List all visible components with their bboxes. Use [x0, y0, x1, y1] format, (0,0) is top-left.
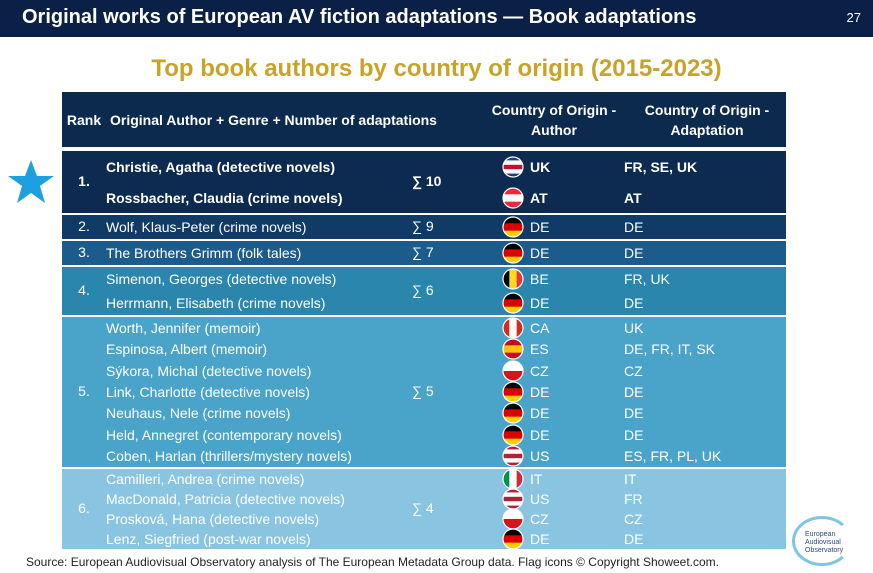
author: The Brothers Grimm (folk tales) [106, 245, 302, 261]
author: Neuhaus, Nele (crime novels) [106, 405, 291, 422]
subtitle: Top book authors by country of origin (2… [151, 55, 722, 82]
adaptation-count: ∑ 7 [412, 244, 434, 260]
author: Camilleri, Andrea (crime novels) [106, 471, 305, 487]
country-author: US [530, 448, 550, 465]
column-header: Country of Origin - Adaptation [644, 101, 770, 138]
country-author: DE [530, 405, 550, 422]
country-author: DE [530, 426, 550, 443]
header-title: Original works of European AV fiction ad… [22, 6, 697, 28]
flag-icon [502, 338, 524, 360]
flag-icon [502, 402, 524, 425]
country-author: DE [530, 383, 550, 400]
country-adaptation: FR, UK [624, 271, 670, 287]
logo: European Audiovisual Observatory [792, 516, 852, 566]
author: Christie, Agatha (detective novels) [106, 158, 335, 175]
flag-icon [502, 242, 524, 264]
country-adaptation: IT [624, 471, 637, 487]
row-group [62, 149, 786, 213]
country-author: AT [530, 189, 548, 206]
flag-icon [502, 155, 524, 178]
country-adaptation: CZ [624, 511, 643, 527]
country-adaptation: DE, FR, IT, SK [624, 341, 716, 358]
author: Worth, Jennifer (memoir) [106, 319, 261, 336]
rank: 2. [78, 218, 90, 234]
author: Prosková, Hana (detective novels) [106, 511, 320, 527]
star-icon [8, 160, 54, 203]
author: Rossbacher, Claudia (crime novels) [106, 189, 343, 206]
column-header: Rank [66, 111, 102, 128]
row-group [62, 239, 786, 265]
country-author: CA [530, 319, 550, 336]
country-author: DE [530, 531, 550, 547]
adaptation-count: ∑ 9 [412, 218, 434, 234]
rank: 6. [78, 500, 90, 516]
adaptation-count: ∑ 6 [412, 282, 434, 298]
author: Wolf, Klaus-Peter (crime novels) [106, 219, 307, 235]
rank: 3. [78, 244, 90, 260]
country-author: DE [530, 245, 550, 261]
flag-icon [502, 216, 524, 238]
country-adaptation: DE [624, 245, 644, 261]
row-group [62, 315, 786, 467]
country-author: ES [530, 341, 549, 358]
author: Coben, Harlan (thrillers/mystery novels) [106, 448, 352, 465]
country-author: UK [530, 158, 551, 175]
row-group [62, 467, 786, 549]
author: Link, Charlotte (detective novels) [106, 383, 310, 400]
page-number: 27 [846, 10, 861, 25]
author: Held, Annegret (contemporary novels) [106, 426, 342, 443]
country-adaptation: DE [624, 426, 644, 443]
country-author: DE [530, 219, 550, 235]
row-group [62, 213, 786, 239]
adaptation-count: ∑ 10 [412, 173, 442, 189]
country-author: CZ [530, 362, 549, 379]
flag-icon [502, 359, 524, 382]
rank: 1. [78, 173, 90, 189]
country-adaptation: DE [624, 531, 644, 547]
country-adaptation: UK [624, 319, 644, 336]
column-header: Country of Origin - Author [491, 101, 617, 138]
column-header: Original Author + Genre + Number of adap… [110, 111, 437, 128]
country-author: IT [530, 471, 543, 487]
country-adaptation: AT [624, 189, 642, 206]
country-adaptation: FR, SE, UK [624, 158, 698, 175]
country-author: US [530, 491, 550, 507]
author: Sýkora, Michal (detective novels) [106, 362, 312, 379]
flag-icon [502, 292, 524, 314]
country-author: DE [530, 295, 550, 311]
flag-icon [502, 268, 524, 290]
country-author: BE [530, 271, 549, 287]
country-adaptation: ES, FR, PL, UK [624, 448, 722, 465]
author: Lenz, Siegfried (post-war novels) [106, 531, 311, 547]
flag-icon [502, 186, 524, 209]
country-author: CZ [530, 511, 549, 527]
flag-icon [502, 424, 524, 446]
header-bar [0, 0, 873, 37]
country-adaptation: DE [624, 383, 644, 400]
country-adaptation: FR [624, 491, 643, 507]
row-group [62, 265, 786, 315]
flag-icon [502, 468, 524, 490]
author: Simenon, Georges (detective novels) [106, 271, 337, 287]
flag-icon [502, 508, 524, 530]
source-note: Source: European Audiovisual Observatory… [26, 555, 720, 569]
country-adaptation: DE [624, 219, 644, 235]
country-adaptation: CZ [624, 362, 643, 379]
flag-icon [502, 528, 524, 550]
author: Espinosa, Albert (memoir) [106, 341, 268, 358]
table-header [62, 92, 786, 147]
adaptation-count: ∑ 4 [412, 500, 434, 516]
author: Herrmann, Elisabeth (crime novels) [106, 295, 326, 311]
flag-icon [502, 445, 524, 467]
flag-icon [502, 317, 524, 339]
rank: 4. [78, 282, 90, 298]
flag-icon [502, 381, 524, 403]
rank: 5. [78, 383, 90, 399]
adaptation-count: ∑ 5 [412, 383, 434, 399]
author: MacDonald, Patricia (detective novels) [106, 491, 345, 507]
flag-icon [502, 488, 524, 510]
country-adaptation: DE [624, 405, 644, 422]
country-adaptation: DE [624, 295, 644, 311]
